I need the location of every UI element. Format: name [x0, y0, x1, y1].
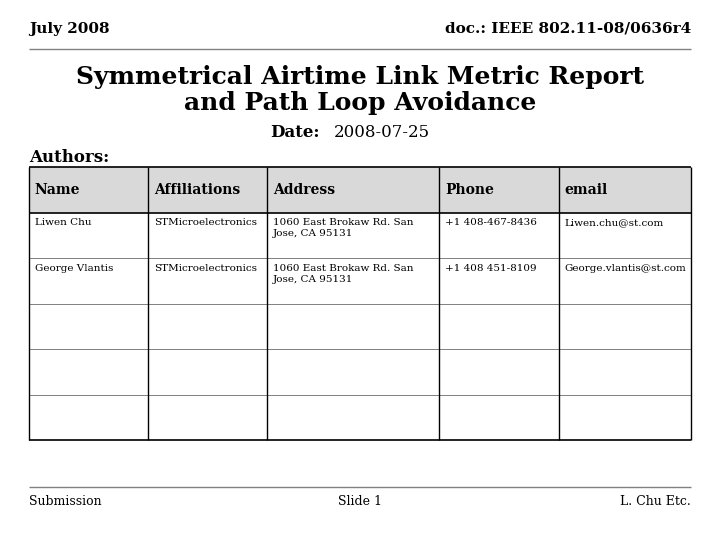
Text: 2008-07-25: 2008-07-25: [333, 124, 430, 141]
Bar: [29, 167, 691, 213]
Text: doc.: IEEE 802.11-08/0636r4: doc.: IEEE 802.11-08/0636r4: [445, 22, 691, 36]
Text: 1060 East Brokaw Rd. San
Jose, CA 95131: 1060 East Brokaw Rd. San Jose, CA 95131: [273, 264, 413, 284]
Text: George.vlantis@st.com: George.vlantis@st.com: [564, 264, 686, 273]
Text: July 2008: July 2008: [29, 22, 109, 36]
Text: Address: Address: [273, 183, 335, 197]
Text: Submission: Submission: [29, 495, 102, 508]
Text: Phone: Phone: [445, 183, 494, 197]
Text: Name: Name: [35, 183, 80, 197]
Text: +1 408-467-8436: +1 408-467-8436: [445, 218, 537, 227]
Text: STMicroelectronics: STMicroelectronics: [154, 264, 257, 273]
Text: email: email: [564, 183, 608, 197]
Text: Liwen.chu@st.com: Liwen.chu@st.com: [564, 218, 664, 227]
Text: and Path Loop Avoidance: and Path Loop Avoidance: [184, 91, 536, 114]
Text: Affiliations: Affiliations: [154, 183, 240, 197]
Text: Liwen Chu: Liwen Chu: [35, 218, 91, 227]
Text: Symmetrical Airtime Link Metric Report: Symmetrical Airtime Link Metric Report: [76, 65, 644, 89]
Text: 1060 East Brokaw Rd. San
Jose, CA 95131: 1060 East Brokaw Rd. San Jose, CA 95131: [273, 218, 413, 238]
Text: Slide 1: Slide 1: [338, 495, 382, 508]
Text: George Vlantis: George Vlantis: [35, 264, 113, 273]
Text: Date:: Date:: [270, 124, 320, 141]
Text: +1 408 451-8109: +1 408 451-8109: [445, 264, 537, 273]
Text: Authors:: Authors:: [29, 148, 109, 165]
Text: STMicroelectronics: STMicroelectronics: [154, 218, 257, 227]
Text: L. Chu Etc.: L. Chu Etc.: [621, 495, 691, 508]
